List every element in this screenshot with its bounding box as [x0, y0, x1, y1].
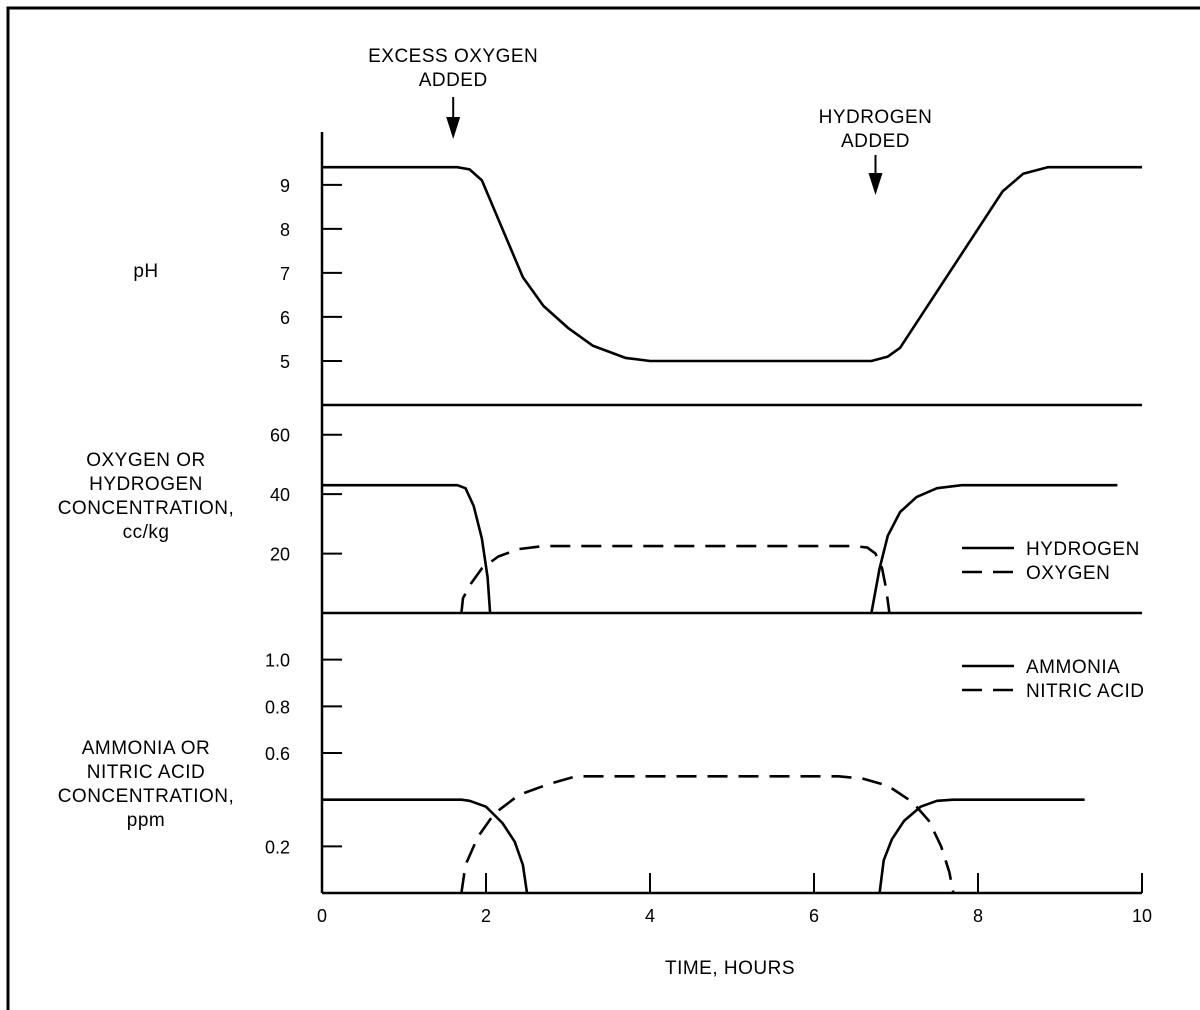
x-axis-label: TIME, HOURS [665, 958, 795, 979]
legend-label-nitric-acid: NITRIC ACID [1026, 681, 1144, 702]
annotation-1-arrow-head [446, 117, 461, 139]
gas-series-hydrogen-line [322, 483, 1118, 614]
gas-series-oxygen-line [460, 544, 891, 614]
chem-series-ammonia-line [322, 798, 1085, 894]
x-tick-label: 0 [317, 906, 327, 926]
ph-y-tick-label: 6 [280, 308, 290, 328]
legend-label-oxygen: OXYGEN [1026, 563, 1110, 584]
x-tick-label: 8 [973, 906, 983, 926]
chem-y-axis-label-line: CONCENTRATION, [58, 786, 235, 807]
chem-y-tick-label: 0.2 [265, 837, 290, 857]
gas-y-axis-label-line: HYDROGEN [89, 474, 203, 495]
legend-label-hydrogen: HYDROGEN [1026, 539, 1140, 560]
chem-y-tick-label: 0.8 [265, 697, 290, 717]
annotation-1-text: ADDED [419, 70, 488, 91]
gas-y-axis-label-line: CONCENTRATION, [58, 498, 235, 519]
gas-y-axis-label-line: cc/kg [123, 522, 170, 543]
chem-series-nitric-acid-line [460, 775, 955, 894]
ph-y-tick-label: 8 [280, 220, 290, 240]
chem-y-axis-label-line: NITRIC ACID [87, 762, 205, 783]
x-tick-label: 4 [645, 906, 655, 926]
axes-layer [320, 97, 1143, 895]
ph-y-tick-label: 5 [280, 352, 290, 372]
figure-frame [6, 6, 1200, 1010]
gas-y-tick-label: 20 [270, 545, 290, 565]
annotation-2-text: ADDED [841, 131, 910, 152]
gas-y-tick-label: 60 [270, 426, 290, 446]
chem-y-axis-label-line: AMMONIA OR [82, 738, 211, 759]
x-tick-label: 2 [481, 906, 491, 926]
ph-series-ph-line [322, 165, 1142, 363]
series-layer [322, 165, 1142, 894]
ph-y-axis-label-line: pH [133, 261, 158, 282]
x-tick-label: 6 [809, 906, 819, 926]
chem-y-axis-label-line: ppm [127, 810, 165, 831]
annotation-2-arrow-head [868, 173, 883, 195]
ph-y-tick-label: 7 [280, 264, 290, 284]
annotation-1-text: EXCESS OXYGEN [368, 46, 538, 67]
gas-y-tick-label: 40 [270, 485, 290, 505]
chem-y-tick-label: 1.0 [265, 651, 290, 671]
legend-label-ammonia: AMMONIA [1026, 657, 1120, 678]
x-tick-label: 10 [1132, 906, 1152, 926]
gas-y-axis-label-line: OXYGEN OR [86, 450, 206, 471]
chem-y-tick-label: 0.6 [265, 744, 290, 764]
annotation-2-text: HYDROGEN [819, 107, 933, 128]
ph-y-tick-label: 9 [280, 176, 290, 196]
